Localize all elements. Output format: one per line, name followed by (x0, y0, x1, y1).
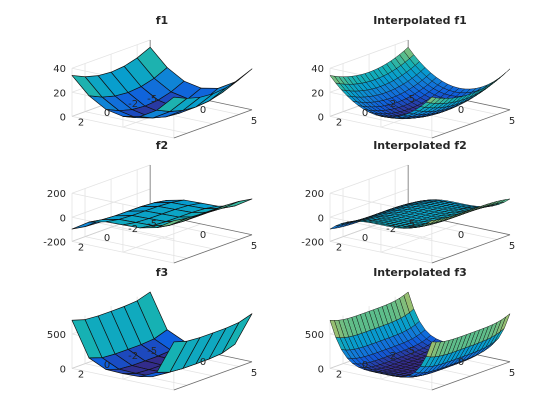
x-tick-label: -5 (147, 346, 157, 357)
y-tick-label: 0 (362, 108, 368, 119)
y-tick-label: -2 (386, 224, 396, 235)
y-tick-label: 0 (362, 233, 368, 244)
surface (71, 198, 253, 230)
y-tick-label: -2 (386, 351, 396, 362)
y-tick-label: -2 (128, 99, 138, 110)
z-tick-label: 200 (305, 189, 324, 200)
x-tick-label: 0 (458, 357, 464, 368)
surface-patch (329, 75, 341, 84)
y-tick-label: -2 (128, 224, 138, 235)
z-tick-label: 0 (60, 112, 66, 123)
surface (329, 46, 511, 119)
tick-labels: -5 0 5 2 0 -2 -200 0 200 (301, 189, 515, 253)
subplot-title: f2 (156, 139, 168, 152)
z-tick-label: -200 (301, 237, 324, 248)
z-tick-label: 0 (318, 364, 324, 375)
y-tick-label: 0 (104, 360, 110, 371)
x-tick-label: -5 (405, 219, 415, 230)
subplot-title: Interpolated f2 (373, 139, 467, 152)
x-tick-label: 0 (200, 230, 206, 241)
x-tick-label: 5 (251, 368, 257, 379)
surface-patch (425, 96, 437, 104)
x-tick-label: 0 (458, 230, 464, 241)
z-tick-label: 20 (53, 88, 66, 99)
x-tick-label: -5 (147, 94, 157, 105)
subplot-title: Interpolated f1 (373, 14, 467, 27)
x-tick-label: 0 (200, 105, 206, 116)
surface-patch (425, 219, 437, 225)
surface (71, 291, 253, 378)
surface-patch (71, 75, 103, 98)
y-tick-label: 2 (78, 243, 84, 254)
x-tick-label: -5 (405, 94, 415, 105)
y-tick-label: -2 (386, 99, 396, 110)
tick-labels: -5 0 5 2 0 -2 -200 0 200 (43, 189, 257, 253)
y-tick-label: 0 (104, 108, 110, 119)
subplot-4: Interpolated f2 -5 0 5 2 0 -2 -200 0 200 (301, 139, 515, 264)
subplot-title: f1 (156, 14, 168, 27)
z-tick-label: 0 (60, 213, 66, 224)
surface-patch (156, 96, 188, 112)
subplot-6: Interpolated f3 -5 0 5 2 0 -2 0 500 (305, 266, 515, 391)
surface-patch (425, 341, 437, 358)
y-tick-label: -2 (128, 351, 138, 362)
z-tick-label: 0 (318, 112, 324, 123)
x-tick-label: 5 (509, 368, 515, 379)
z-tick-label: 500 (47, 330, 66, 341)
x-tick-label: 5 (251, 116, 257, 127)
y-tick-label: 2 (336, 118, 342, 129)
tick-labels: -5 0 5 2 0 -2 0 500 (305, 330, 515, 381)
y-tick-label: 2 (336, 243, 342, 254)
subplot-title: Interpolated f3 (373, 266, 467, 279)
x-tick-label: 0 (458, 105, 464, 116)
surface (329, 291, 511, 378)
surface-patch (71, 319, 103, 359)
surface-patch (329, 320, 341, 338)
x-tick-label: -5 (405, 346, 415, 357)
surface-patch (156, 217, 188, 228)
y-tick-label: 0 (104, 233, 110, 244)
subplot-3: f2 -5 0 5 2 0 -2 -200 0 200 (43, 139, 257, 264)
z-tick-label: 40 (53, 64, 66, 75)
x-tick-label: 5 (509, 116, 515, 127)
surface-patch (156, 340, 188, 373)
z-tick-label: 200 (47, 189, 66, 200)
y-tick-label: 2 (78, 118, 84, 129)
subplot-title: f3 (156, 266, 168, 279)
surface (329, 198, 511, 230)
x-tick-label: -5 (147, 219, 157, 230)
x-tick-label: 5 (509, 241, 515, 252)
surface (71, 46, 253, 119)
y-tick-label: 2 (336, 370, 342, 381)
z-tick-label: 0 (60, 364, 66, 375)
x-tick-label: 5 (251, 241, 257, 252)
z-tick-label: 20 (311, 88, 324, 99)
z-tick-label: 0 (318, 213, 324, 224)
y-tick-label: 2 (78, 370, 84, 381)
tick-labels: -5 0 5 2 0 -2 0 500 (47, 330, 257, 381)
y-tick-label: 0 (362, 360, 368, 371)
z-tick-label: 500 (305, 330, 324, 341)
z-tick-label: 40 (311, 64, 324, 75)
subplot-5: f3 -5 0 5 2 0 -2 0 500 (47, 266, 257, 391)
x-tick-label: 0 (200, 357, 206, 368)
z-tick-label: -200 (43, 237, 66, 248)
surface-patch (221, 198, 253, 209)
